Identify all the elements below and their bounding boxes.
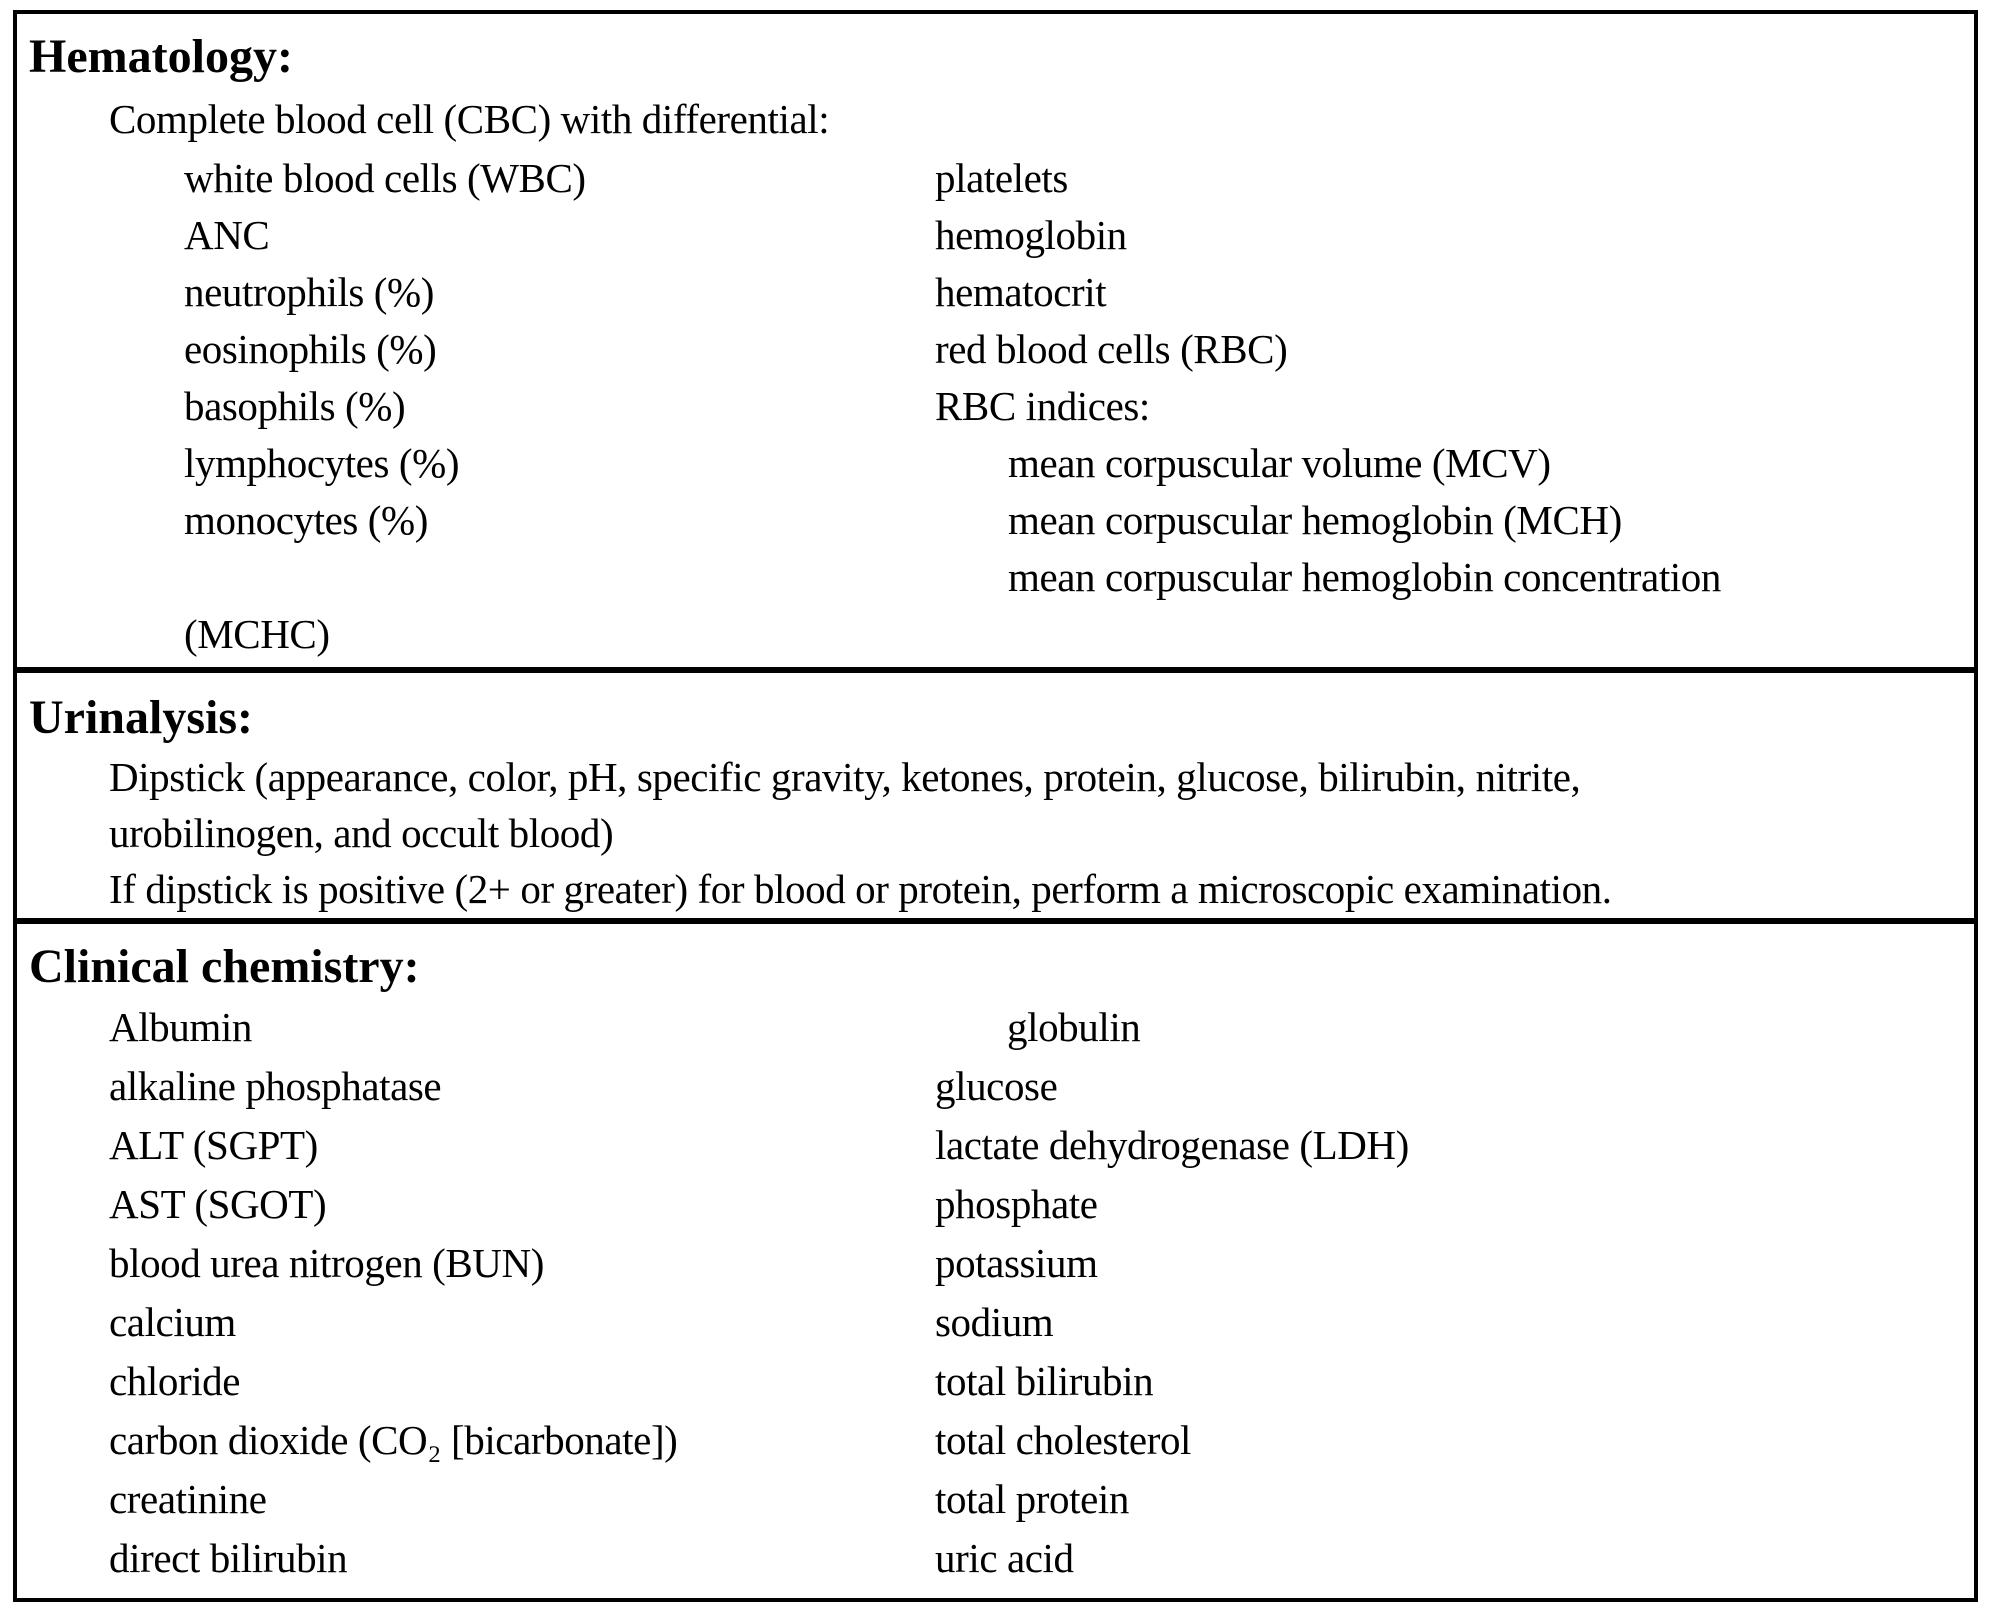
table-row: white blood cells (WBC) platelets [29, 150, 1966, 207]
lab-test-item: glucose [935, 1063, 1058, 1109]
lab-tests-table: Hematology: Complete blood cell (CBC) wi… [13, 10, 1978, 1602]
lab-test-item: chloride [109, 1358, 241, 1404]
lab-test-item: potassium [935, 1240, 1098, 1286]
table-row: lymphocytes (%) mean corpuscular volume … [29, 435, 1966, 492]
table-row: Albumin globulin [29, 998, 1966, 1057]
table-row: ANC hemoglobin [29, 207, 1966, 264]
section-hematology: Hematology: Complete blood cell (CBC) wi… [17, 14, 1974, 667]
lab-test-item: total cholesterol [935, 1417, 1192, 1463]
lab-test-item: Albumin [109, 1004, 252, 1050]
table-row: AST (SGOT) phosphate [29, 1175, 1966, 1234]
table-row: alkaline phosphatase glucose [29, 1057, 1966, 1116]
lab-test-item: hematocrit [935, 269, 1107, 315]
lab-test-item: lactate dehydrogenase (LDH) [935, 1122, 1409, 1168]
lab-test-item: neutrophils (%) [184, 269, 435, 315]
table-row: (MCHC) [29, 606, 1966, 663]
table-row: chloride total bilirubin [29, 1352, 1966, 1411]
table-row: calcium sodium [29, 1293, 1966, 1352]
section-urinalysis: Urinalysis: Dipstick (appearance, color,… [17, 667, 1974, 918]
table-row: ALT (SGPT) lactate dehydrogenase (LDH) [29, 1116, 1966, 1175]
table-row: basophils (%) RBC indices: [29, 378, 1966, 435]
lab-test-item: calcium [109, 1299, 236, 1345]
lab-test-item: basophils (%) [184, 383, 406, 429]
lab-test-item: globulin [1007, 1004, 1141, 1050]
dipstick-line-continued: urobilinogen, and occult blood) [109, 810, 614, 856]
lab-test-item: blood urea nitrogen (BUN) [109, 1240, 544, 1286]
table-row: eosinophils (%) red blood cells (RBC) [29, 321, 1966, 378]
lab-test-item: total bilirubin [935, 1358, 1154, 1404]
lab-test-item: (MCHC) [184, 611, 330, 657]
microscopic-exam-line: If dipstick is positive (2+ or greater) … [109, 866, 1612, 912]
lab-test-item: alkaline phosphatase [109, 1063, 442, 1109]
lab-test-item: carbon dioxide (CO₂ [bicarbonate]) [109, 1417, 678, 1463]
lab-test-item: creatinine [109, 1476, 267, 1522]
lab-test-item: direct bilirubin [109, 1535, 348, 1581]
table-row: creatinine total protein [29, 1470, 1966, 1529]
lab-test-item: ALT (SGPT) [109, 1122, 318, 1168]
lab-test-item: platelets [935, 155, 1068, 201]
dipstick-line: Dipstick (appearance, color, pH, specifi… [109, 754, 1581, 800]
lab-test-item: lymphocytes (%) [184, 440, 460, 486]
table-row: monocytes (%) mean corpuscular hemoglobi… [29, 492, 1966, 549]
section-clinical-chemistry: Clinical chemistry: Albumin globulin alk… [17, 918, 1974, 1598]
table-row: mean corpuscular hemoglobin concentratio… [29, 549, 1966, 606]
lab-test-item: mean corpuscular volume (MCV) [1008, 440, 1551, 486]
lab-test-item: uric acid [935, 1535, 1074, 1581]
lab-test-item: total protein [935, 1476, 1129, 1522]
lab-test-item: white blood cells (WBC) [184, 155, 586, 201]
lab-test-item: mean corpuscular hemoglobin (MCH) [1008, 497, 1622, 543]
table-row: direct bilirubin uric acid [29, 1529, 1966, 1588]
hematology-heading: Hematology: [29, 30, 293, 83]
lab-test-item: RBC indices: [935, 383, 1150, 429]
lab-test-item: mean corpuscular hemoglobin concentratio… [1008, 554, 1721, 600]
table-row: blood urea nitrogen (BUN) potassium [29, 1234, 1966, 1293]
lab-test-item: ANC [184, 212, 270, 258]
lab-test-item: AST (SGOT) [109, 1181, 327, 1227]
table-row: neutrophils (%) hematocrit [29, 264, 1966, 321]
lab-test-item: phosphate [935, 1181, 1098, 1227]
hematology-subtitle: Complete blood cell (CBC) with different… [109, 96, 830, 142]
clinical-chemistry-heading: Clinical chemistry: [29, 940, 420, 993]
lab-test-item: monocytes (%) [184, 497, 429, 543]
lab-test-item [29, 549, 935, 606]
lab-test-item: eosinophils (%) [184, 326, 437, 372]
table-row: carbon dioxide (CO₂ [bicarbonate]) total… [29, 1411, 1966, 1470]
urinalysis-heading: Urinalysis: [29, 691, 254, 744]
lab-test-item: hemoglobin [935, 212, 1127, 258]
lab-test-item: red blood cells (RBC) [935, 326, 1288, 372]
lab-test-item: sodium [935, 1299, 1054, 1345]
